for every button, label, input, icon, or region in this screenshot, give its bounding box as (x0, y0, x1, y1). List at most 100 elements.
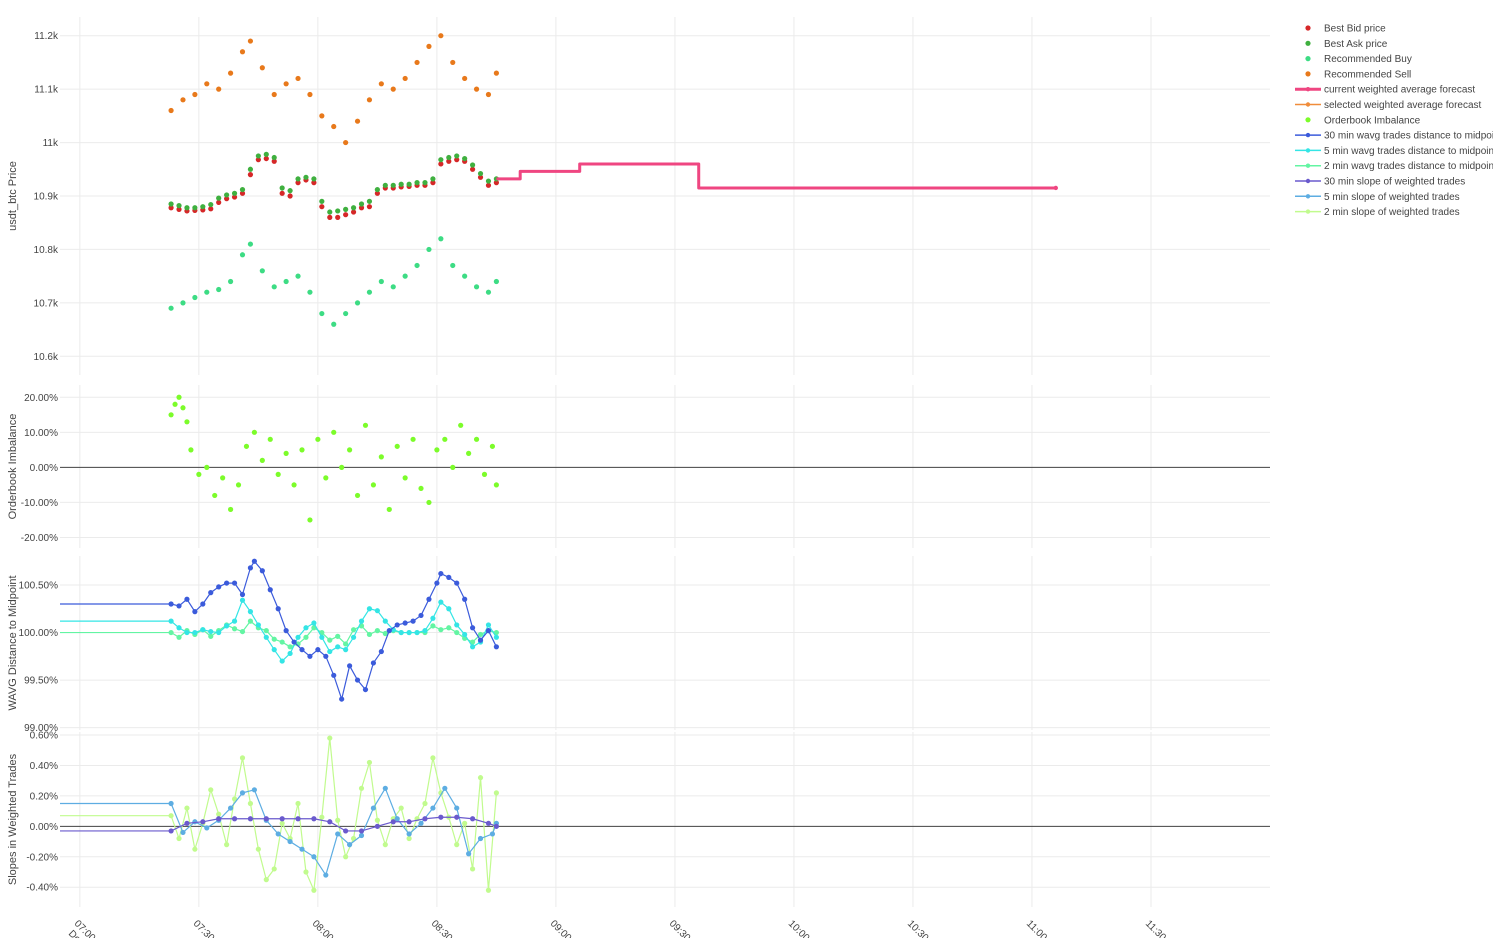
data-point (251, 787, 257, 793)
legend-item[interactable]: 2 min wavg trades distance to midpoint (1295, 161, 1493, 172)
data-point (466, 851, 472, 857)
data-point (485, 91, 492, 98)
x-tick-label: 09:00 (548, 918, 574, 938)
data-point (430, 615, 436, 621)
data-point (239, 755, 246, 761)
data-point (374, 628, 380, 634)
data-point (323, 653, 329, 659)
data-point (335, 644, 341, 650)
data-point (176, 206, 182, 212)
data-point (239, 591, 246, 598)
data-point (390, 284, 396, 290)
data-point (200, 204, 206, 210)
data-point (493, 70, 499, 76)
data-point (331, 123, 337, 130)
imbalance-y-tick-label: 10.00% (24, 428, 58, 439)
data-point (299, 647, 305, 653)
data-point (295, 180, 301, 186)
data-point (212, 492, 218, 499)
data-point (251, 429, 257, 435)
data-point (370, 660, 377, 666)
data-point (259, 65, 265, 71)
legend-label: Best Bid price (1324, 24, 1386, 35)
x-date-label: De (66, 928, 83, 938)
data-point (422, 628, 428, 634)
data-point (382, 842, 388, 848)
legend-item[interactable]: Recommended Sell (1305, 69, 1411, 80)
data-point (231, 618, 238, 624)
data-point (303, 625, 309, 631)
data-point (259, 568, 265, 574)
data-point (446, 154, 452, 161)
data-point (406, 181, 412, 187)
data-point (180, 405, 186, 411)
distance-y-tick-label: 99.00% (24, 723, 58, 734)
data-point (454, 153, 460, 159)
data-point (462, 820, 468, 826)
legend-item[interactable]: 30 min wavg trades distance to midpoint (1295, 131, 1493, 142)
data-point (255, 846, 261, 852)
legend-label: Best Ask price (1324, 39, 1388, 50)
legend-label: 2 min slope of weighted trades (1324, 207, 1460, 218)
data-point (489, 831, 496, 837)
data-point (374, 817, 380, 823)
data-point (343, 212, 349, 218)
data-point (184, 820, 190, 826)
data-point (263, 628, 269, 634)
data-point (303, 174, 309, 180)
legend-swatch-marker (1305, 194, 1311, 199)
data-point (406, 819, 412, 825)
legend-item[interactable]: 2 min slope of weighted trades (1295, 207, 1460, 218)
data-point (176, 203, 182, 209)
data-point (323, 872, 329, 878)
data-point (168, 813, 174, 819)
legend-item[interactable]: selected weighted average forecast (1295, 100, 1482, 111)
data-point (247, 816, 254, 822)
data-point (267, 587, 273, 593)
data-point (366, 198, 373, 204)
data-point (204, 81, 210, 87)
series-30-min-wavg-trades-distance-to-midpoint (60, 558, 499, 702)
data-point (402, 75, 408, 82)
data-point (462, 596, 468, 602)
data-point (259, 268, 265, 274)
data-point (319, 198, 325, 204)
data-point (184, 629, 190, 636)
data-point (347, 842, 353, 848)
data-point (422, 816, 428, 822)
legend[interactable]: Best Bid price Best Ask price Recommended … (1295, 24, 1493, 219)
series-current-weighted-average-forecast (496, 162, 1058, 191)
data-point (378, 648, 384, 655)
data-point (239, 628, 246, 635)
data-point (299, 846, 305, 852)
data-point (323, 475, 329, 481)
x-tick-label: 08:00 (310, 918, 336, 938)
data-point (263, 151, 269, 157)
legend-item[interactable]: Recommended Buy (1305, 54, 1412, 65)
data-point (184, 419, 190, 425)
legend-item[interactable]: 5 min wavg trades distance to midpoint (1295, 146, 1493, 157)
data-point (231, 580, 238, 586)
data-point (1053, 185, 1058, 191)
legend-swatch-marker (1305, 163, 1311, 168)
data-point (378, 454, 384, 460)
data-point (358, 832, 365, 839)
legend-item[interactable]: Best Bid price (1305, 24, 1386, 35)
data-point (493, 823, 499, 829)
legend-item[interactable]: 30 min slope of weighted trades (1295, 177, 1465, 188)
data-point (247, 800, 254, 807)
data-point (489, 443, 496, 449)
data-point (378, 278, 384, 285)
legend-item[interactable]: Best Ask price (1305, 39, 1388, 50)
price-y-tick-label: 10.8k (34, 245, 59, 256)
data-point (251, 558, 257, 564)
legend-item[interactable]: 5 min slope of weighted trades (1295, 192, 1460, 203)
data-point (469, 866, 476, 872)
data-point (454, 814, 460, 820)
data-point (382, 630, 388, 637)
legend-item[interactable]: Orderbook Imbalance (1305, 115, 1421, 126)
x-tick-label: 11:30 (1143, 918, 1168, 938)
legend-item[interactable]: current weighted average forecast (1295, 85, 1475, 96)
data-point (446, 158, 452, 164)
data-point (287, 650, 293, 657)
